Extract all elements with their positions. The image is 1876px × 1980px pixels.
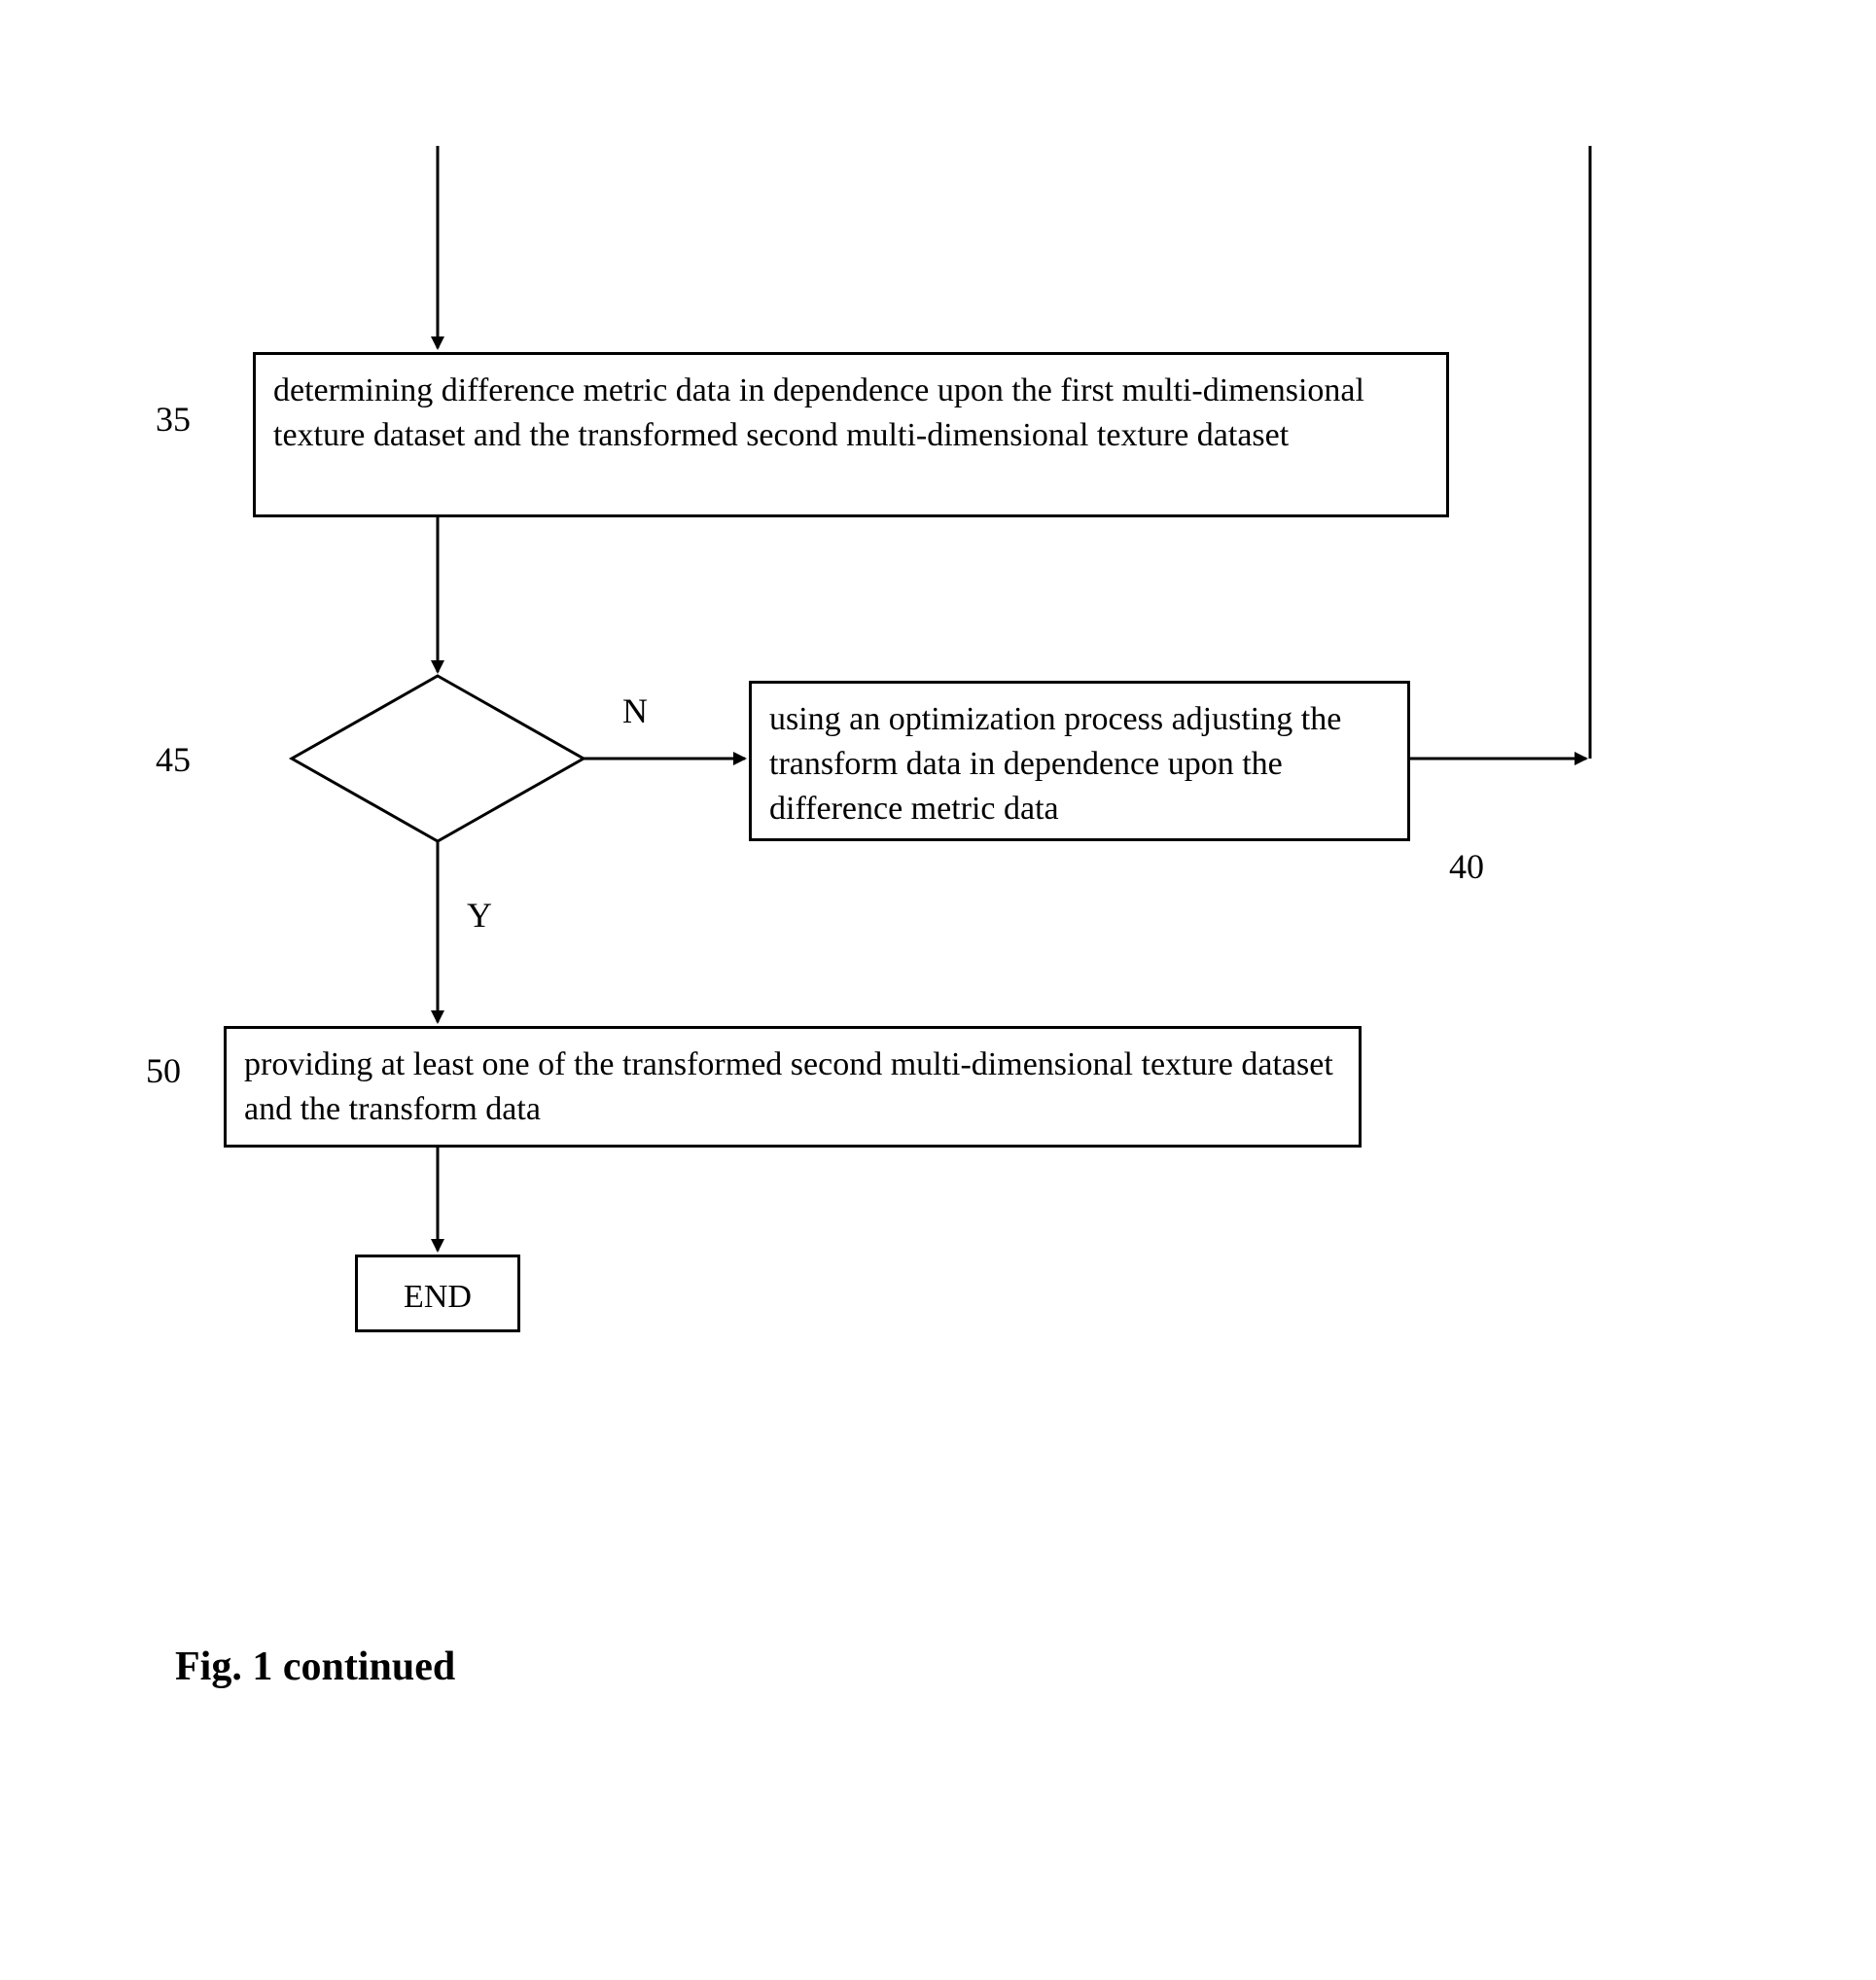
node-35: determining difference metric data in de… — [253, 352, 1449, 517]
node-40-text: using an optimization process adjusting … — [769, 701, 1341, 827]
ref-40: 40 — [1449, 846, 1484, 887]
ref-35: 35 — [156, 399, 191, 440]
edge-label-no: N — [622, 690, 648, 731]
node-40: using an optimization process adjusting … — [749, 681, 1410, 841]
node-50-text: providing at least one of the transforme… — [244, 1046, 1333, 1127]
node-end: END — [355, 1255, 520, 1332]
flowchart-canvas: 35 45 40 50 N Y determining difference m… — [0, 0, 1876, 1980]
node-35-text: determining difference metric data in de… — [273, 372, 1364, 453]
edge-label-yes: Y — [467, 895, 492, 936]
node-end-text: END — [404, 1279, 472, 1315]
ref-45: 45 — [156, 739, 191, 780]
node-45-text: STOP? — [384, 737, 479, 774]
node-50: providing at least one of the transforme… — [224, 1026, 1362, 1148]
ref-50: 50 — [146, 1050, 181, 1091]
figure-caption: Fig. 1 continued — [175, 1644, 455, 1690]
